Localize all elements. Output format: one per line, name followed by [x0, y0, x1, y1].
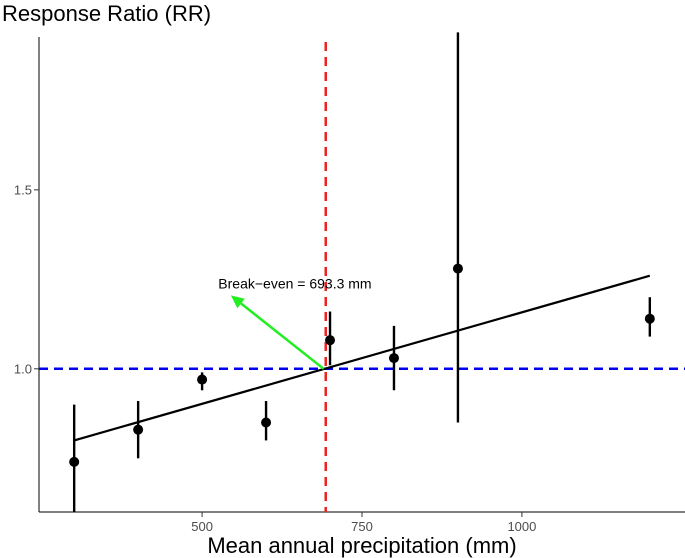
break-even-arrowhead — [230, 295, 245, 309]
break-even-arrow — [240, 302, 325, 370]
x-tick-label: 1000 — [507, 519, 536, 534]
regression-line — [73, 274, 651, 442]
y-tick-label: 1.0 — [14, 361, 32, 376]
data-point — [325, 335, 336, 346]
x-axis-title: Mean annual precipitation (mm) — [207, 533, 516, 558]
x-tick-label: 750 — [351, 519, 373, 534]
y-axis-title: Response Ratio (RR) — [2, 1, 211, 26]
data-point — [388, 353, 399, 364]
data-point — [69, 456, 80, 467]
data-points — [69, 32, 655, 512]
reference-lines — [39, 42, 685, 512]
break-even-label: Break−even = 693.3 mm — [218, 275, 371, 291]
y-tick-label: 1.5 — [14, 182, 32, 197]
data-point — [452, 263, 463, 274]
data-point — [197, 374, 208, 385]
data-point — [261, 417, 272, 428]
data-point — [644, 313, 655, 324]
data-point — [133, 424, 144, 435]
x-tick-label: 500 — [191, 519, 213, 534]
ticks: 500 750 1000 1.0 1.5 — [14, 182, 536, 534]
annotation: Break−even = 693.3 mm — [218, 275, 372, 370]
regression — [73, 274, 651, 442]
